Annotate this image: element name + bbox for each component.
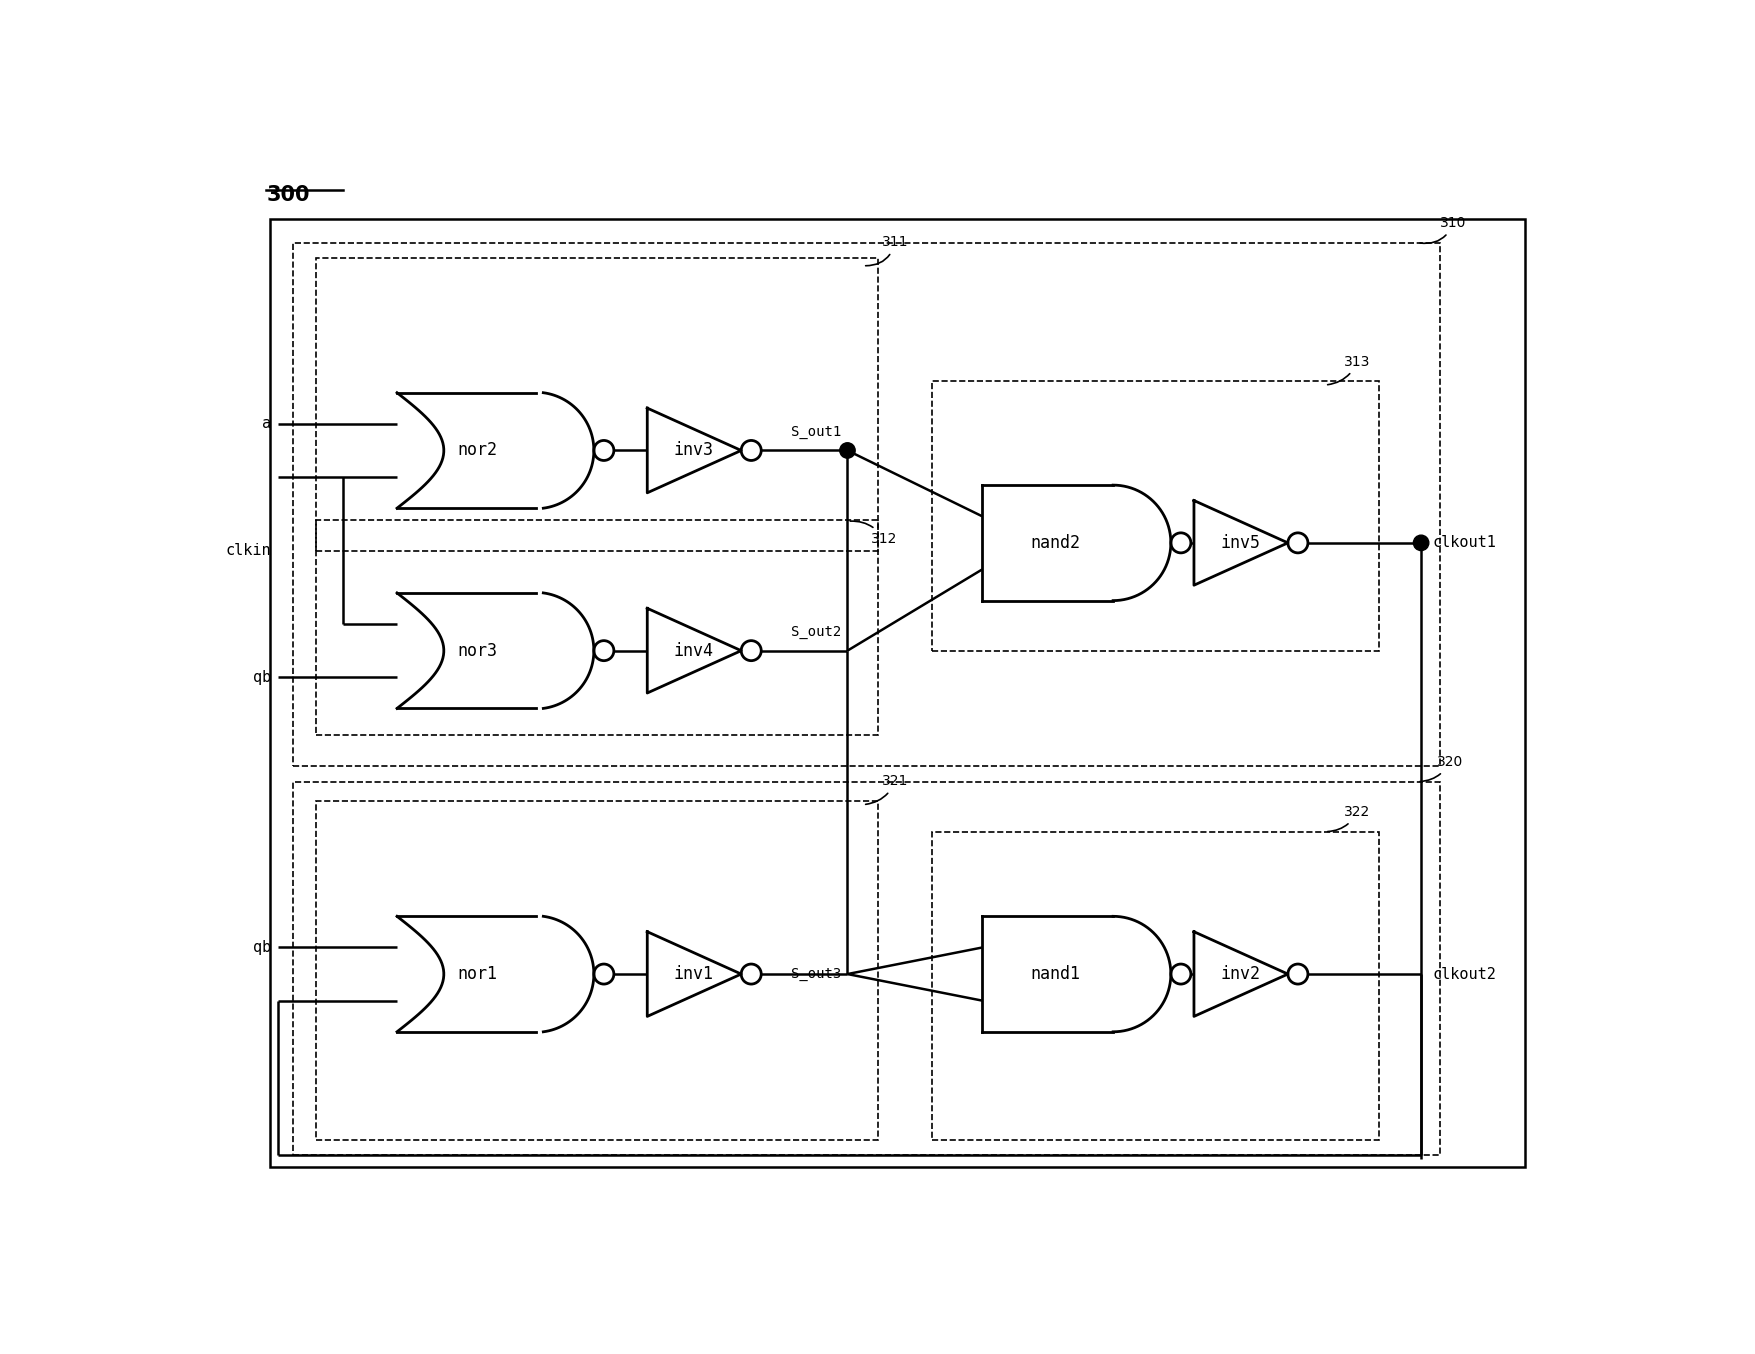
Text: 320: 320 <box>1420 756 1462 781</box>
Circle shape <box>1413 535 1429 551</box>
Text: qb: qb <box>253 670 272 685</box>
Text: nor3: nor3 <box>458 642 498 659</box>
Text: inv2: inv2 <box>1220 965 1260 983</box>
Text: inv4: inv4 <box>674 642 714 659</box>
Text: nand2: nand2 <box>1030 533 1081 552</box>
Text: 312: 312 <box>849 521 897 546</box>
Text: nor1: nor1 <box>458 965 498 983</box>
Circle shape <box>839 443 855 458</box>
Bar <box>316 259 878 551</box>
Text: S_out2: S_out2 <box>792 626 841 639</box>
Text: 322: 322 <box>1327 806 1371 831</box>
Text: inv1: inv1 <box>674 965 714 983</box>
Text: clkout1: clkout1 <box>1432 535 1497 550</box>
Bar <box>932 831 1379 1140</box>
Text: clkout2: clkout2 <box>1432 967 1497 982</box>
Text: nor2: nor2 <box>458 441 498 459</box>
Text: inv3: inv3 <box>674 441 714 459</box>
Text: nand1: nand1 <box>1030 965 1081 983</box>
Text: 313: 313 <box>1327 355 1371 385</box>
Bar <box>316 520 878 735</box>
Text: a: a <box>263 417 272 432</box>
Text: 311: 311 <box>865 236 909 265</box>
Bar <box>293 242 1441 766</box>
Bar <box>293 781 1441 1155</box>
Text: 300: 300 <box>267 184 309 204</box>
Text: S_out3: S_out3 <box>792 967 841 982</box>
Text: 321: 321 <box>865 774 909 804</box>
Text: S_out1: S_out1 <box>792 425 841 439</box>
Text: inv5: inv5 <box>1220 533 1260 552</box>
Text: qb: qb <box>253 940 272 955</box>
Bar <box>932 382 1379 651</box>
Bar <box>316 800 878 1140</box>
Text: clkin: clkin <box>226 543 272 558</box>
Text: 310: 310 <box>1420 217 1467 244</box>
